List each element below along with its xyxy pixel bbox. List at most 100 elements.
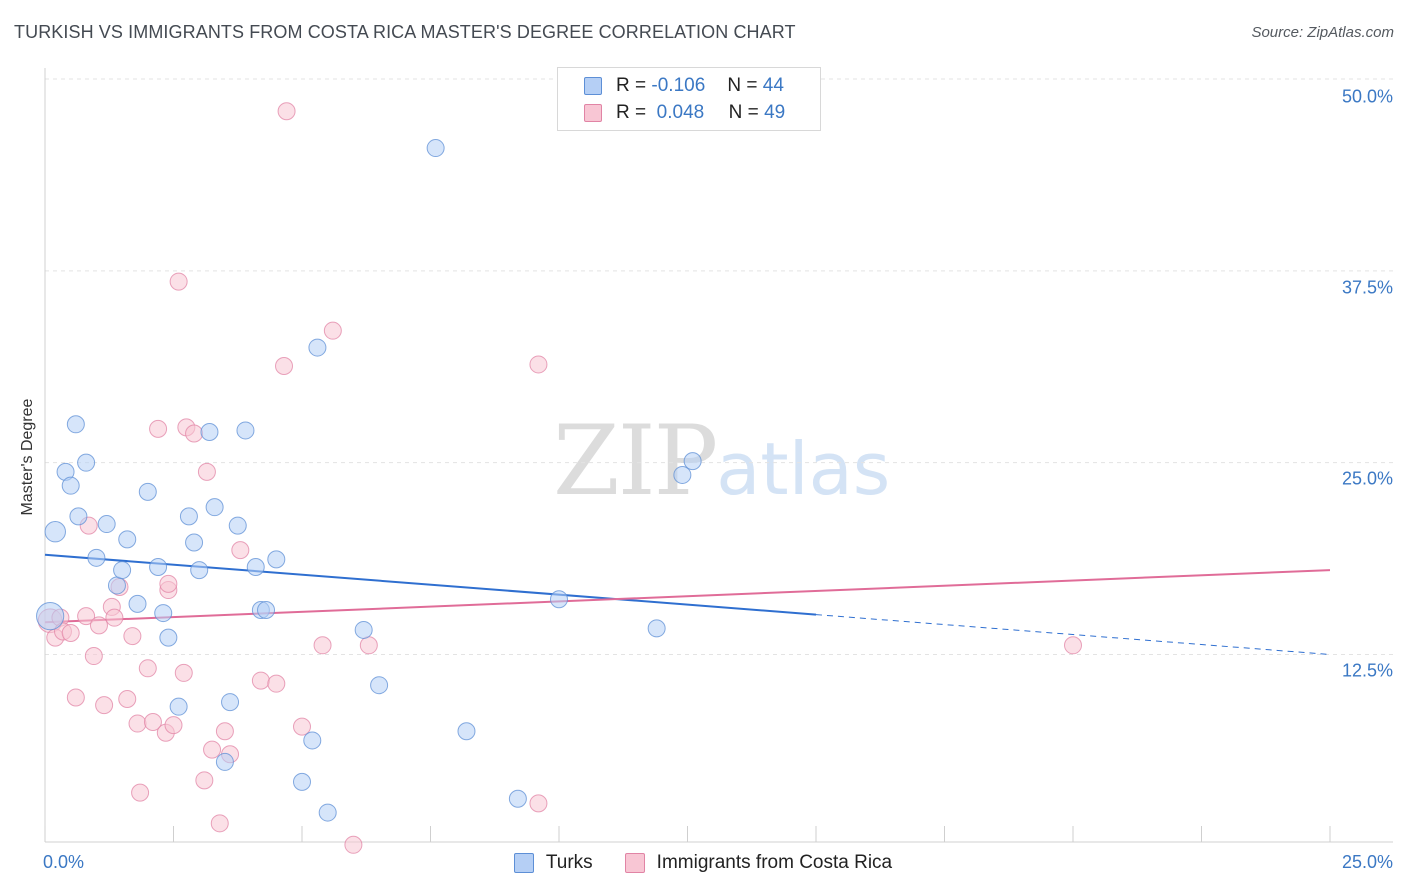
point-costa-rica [159, 574, 178, 593]
point-turks [426, 139, 445, 158]
point-costa-rica [66, 688, 85, 707]
point-costa-rica [61, 624, 80, 643]
point-turks [457, 722, 476, 741]
point-costa-rica [251, 671, 270, 690]
point-costa-rica [195, 771, 214, 790]
n-label: N = [728, 102, 759, 123]
y-tick-25: 25.0% [1341, 468, 1393, 489]
chart-title: TURKISH VS IMMIGRANTS FROM COSTA RICA MA… [14, 22, 796, 42]
point-turks [318, 803, 337, 822]
point-costa-rica [359, 636, 378, 655]
n-value-turks: 44 [762, 75, 784, 96]
r-label: R = [616, 102, 647, 123]
point-turks [370, 676, 389, 695]
point-costa-rica [185, 424, 204, 443]
axes [44, 68, 1393, 843]
legend-item-turks[interactable]: Turks [513, 852, 593, 874]
stats-row-costa-rica: R = 0.048 N = 49 [584, 100, 785, 126]
point-costa-rica [89, 616, 108, 635]
legend-label-costa-rica: Immigrants from Costa Rica [656, 852, 893, 873]
data-points [36, 102, 1082, 854]
point-costa-rica [128, 714, 147, 733]
point-costa-rica [344, 835, 363, 854]
point-costa-rica [164, 716, 183, 735]
point-turks [36, 602, 65, 631]
point-costa-rica [529, 355, 548, 374]
point-turks [228, 516, 247, 535]
point-turks [246, 558, 265, 577]
point-turks [257, 600, 276, 619]
point-costa-rica [131, 783, 150, 802]
costa-rica-swatch-icon [584, 104, 602, 122]
point-turks [215, 752, 234, 771]
point-turks [508, 789, 527, 808]
y-tick-50: 50.0% [1341, 86, 1393, 107]
point-turks [97, 515, 116, 534]
point-turks [221, 693, 240, 712]
point-turks [303, 731, 322, 750]
point-costa-rica [529, 794, 548, 813]
point-turks [44, 521, 66, 543]
correlation-stats-box: R = -0.106 N = 44 R = 0.048 N = 49 [557, 67, 821, 131]
point-costa-rica [84, 647, 103, 666]
legend-item-costa-rica[interactable]: Immigrants from Costa Rica [624, 852, 893, 874]
point-costa-rica [210, 814, 229, 833]
r-value-costa-rica: 0.048 [656, 102, 705, 123]
point-costa-rica [323, 321, 342, 340]
x-tick-max: 25.0% [1341, 852, 1393, 872]
point-costa-rica [169, 272, 188, 291]
point-turks [354, 620, 373, 639]
point-costa-rica [231, 541, 250, 560]
r-label: R = [616, 75, 647, 96]
point-costa-rica [293, 717, 311, 736]
watermark-atlas: atlas [716, 427, 891, 511]
point-costa-rica [275, 356, 294, 375]
costa-rica-legend-icon [624, 853, 645, 873]
point-turks [293, 772, 311, 791]
turks-legend-icon [513, 853, 534, 873]
point-turks [154, 604, 173, 623]
point-turks [673, 465, 692, 484]
trendline-turks [44, 553, 817, 616]
point-turks [169, 697, 188, 716]
point-turks [159, 628, 178, 647]
watermark: ZIPatlas [553, 405, 890, 517]
point-costa-rica [143, 713, 162, 732]
point-turks [190, 561, 209, 580]
trendline-costa-rica [44, 569, 1331, 624]
x-tick-min: 0.0% [43, 852, 85, 872]
trendline-turks-extension [815, 614, 1331, 655]
point-turks [550, 590, 568, 609]
point-costa-rica [118, 690, 137, 709]
point-costa-rica [105, 608, 124, 627]
point-costa-rica [313, 636, 332, 655]
point-turks [205, 498, 224, 517]
y-tick-12-5: 12.5% [1341, 660, 1393, 681]
point-turks [149, 558, 168, 577]
y-axis-label: Master's Degree [19, 398, 36, 516]
point-turks [128, 594, 147, 613]
point-turks [138, 482, 157, 501]
point-turks [118, 530, 137, 549]
point-turks [647, 619, 666, 638]
n-label: N = [727, 75, 758, 96]
turks-swatch-icon [584, 77, 602, 95]
point-turks [683, 452, 702, 471]
point-costa-rica [123, 627, 142, 646]
chart-legend: Turks Immigrants from Costa Rica [0, 852, 1406, 874]
trendlines [44, 553, 1331, 655]
point-turks [66, 415, 85, 434]
point-costa-rica [215, 722, 234, 741]
point-costa-rica [203, 740, 222, 759]
r-value-turks: -0.106 [651, 75, 706, 96]
point-turks [69, 507, 88, 526]
source-credit: Source: ZipAtlas.com [1251, 24, 1394, 41]
point-turks [308, 338, 327, 357]
point-turks [87, 548, 106, 567]
point-turks [179, 507, 198, 526]
point-costa-rica [197, 462, 216, 481]
point-turks [236, 421, 255, 440]
point-costa-rica [138, 659, 157, 678]
n-value-costa-rica: 49 [764, 102, 786, 123]
point-costa-rica [277, 102, 296, 121]
